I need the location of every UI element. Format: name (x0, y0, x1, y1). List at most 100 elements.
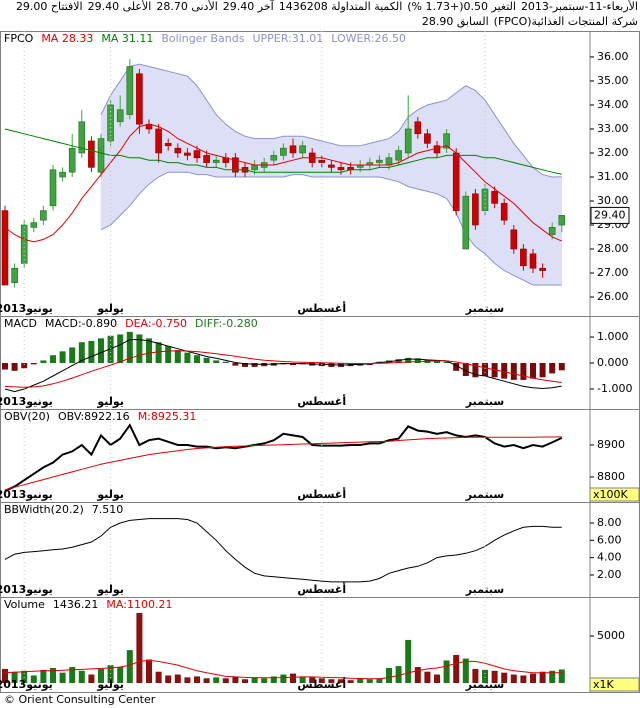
x-tick-label: 2013يونيو (0, 395, 53, 408)
band-fill (417, 104, 428, 192)
x-tick-label: سبتمبر (465, 488, 505, 501)
candle-body (203, 155, 210, 163)
bar (203, 678, 210, 684)
header-item: السابق 28.90 (421, 15, 489, 28)
band-fill (369, 140, 380, 178)
bar (2, 363, 8, 370)
last-price-tag (590, 206, 630, 224)
bar (501, 672, 508, 684)
bar (251, 677, 258, 684)
bar (290, 673, 296, 684)
bar (558, 669, 565, 684)
bar (405, 357, 412, 364)
bar (98, 668, 104, 684)
x-tick-label: 2013يونيو (0, 678, 53, 691)
legend-item: MA:1100.21 (106, 598, 172, 611)
band-fill (484, 99, 495, 265)
legend-item: OBV:8922.16 (58, 410, 130, 423)
band-fill (254, 138, 265, 178)
bar (405, 639, 412, 684)
bar (107, 665, 114, 684)
band-fill (475, 89, 486, 255)
candle-body (385, 157, 393, 166)
candle-body (452, 152, 460, 211)
candle-body (97, 138, 105, 173)
bar (261, 678, 268, 684)
candle-body (395, 150, 402, 161)
candle-body (376, 159, 383, 163)
bar (318, 678, 325, 684)
bar (453, 363, 460, 371)
y-tick-label: 1.000 (597, 330, 629, 343)
bar (126, 650, 133, 684)
bar (50, 355, 56, 364)
bar (242, 679, 248, 684)
line (4, 659, 562, 680)
header-item: شركة المنتجات الغذائية(FPCO) (493, 15, 638, 28)
bar (539, 671, 546, 684)
band-fill (167, 71, 179, 173)
unit-label: x1K (593, 678, 615, 691)
bar (213, 360, 220, 364)
y-tick-label: 32.00 (597, 146, 629, 159)
x-tick-label: أغسطس (297, 582, 346, 596)
line (100, 63, 562, 178)
bar (328, 679, 335, 684)
bar (434, 674, 440, 684)
bar (213, 677, 220, 684)
candle-body (299, 145, 306, 154)
header-item: الأربعاء-11-سبتمبر-2013 (520, 0, 638, 13)
legend-item: OBV(20) (4, 410, 50, 423)
x-tick-label: أغسطس (297, 487, 346, 501)
bar (203, 357, 210, 364)
bar (510, 363, 517, 380)
y-tick-label: 28.00 (597, 242, 629, 255)
candle-body (520, 248, 527, 267)
bar (136, 612, 143, 684)
y-tick-label: 27.00 (597, 266, 629, 279)
y-tick-label: 8.00 (597, 516, 622, 529)
x-tick-label: يوليو (96, 678, 124, 691)
bar (98, 338, 104, 364)
bar (539, 363, 546, 378)
bar (232, 676, 239, 684)
bar (184, 677, 191, 684)
header: الأربعاء-11-سبتمبر-2013 التغير 0.50(+1.73… (0, 0, 640, 30)
candle-body (59, 171, 66, 178)
header-item: آخر 29.40 (222, 0, 274, 13)
candle-body (289, 145, 297, 154)
panel-frame (0, 502, 640, 598)
bar (21, 670, 28, 684)
bar (376, 678, 383, 684)
line (4, 423, 563, 492)
header-item: التغير 0.50(+1.73 %) (407, 0, 516, 13)
candle-body (30, 222, 38, 228)
bar (126, 331, 133, 364)
y-tick-label: 35.00 (597, 74, 629, 87)
header-item: الأدنى 28.70 (156, 0, 218, 13)
bar (88, 340, 95, 364)
legend-item: BBWidth(20.2) (4, 503, 84, 516)
bar (395, 666, 402, 684)
bar (453, 654, 460, 684)
legend-item: 7.510 (92, 503, 124, 516)
candle-body (424, 133, 431, 144)
legend-item: M:8925.31 (138, 410, 197, 423)
x-tick-label: أغسطس (297, 301, 346, 315)
bar (59, 351, 66, 364)
bar (366, 679, 373, 684)
bar (472, 363, 479, 378)
candle-body (491, 191, 498, 204)
bar (530, 673, 536, 684)
candle-body (462, 195, 470, 250)
bar (11, 363, 18, 371)
bar (117, 334, 124, 364)
unit-label: x100K (593, 488, 629, 501)
bar (251, 363, 258, 367)
bar (40, 360, 47, 364)
header-item: الكمية المتداولة 1436208 (278, 0, 403, 13)
y-tick-label: 34.00 (597, 98, 629, 111)
bar (482, 669, 488, 684)
bar (194, 676, 200, 684)
